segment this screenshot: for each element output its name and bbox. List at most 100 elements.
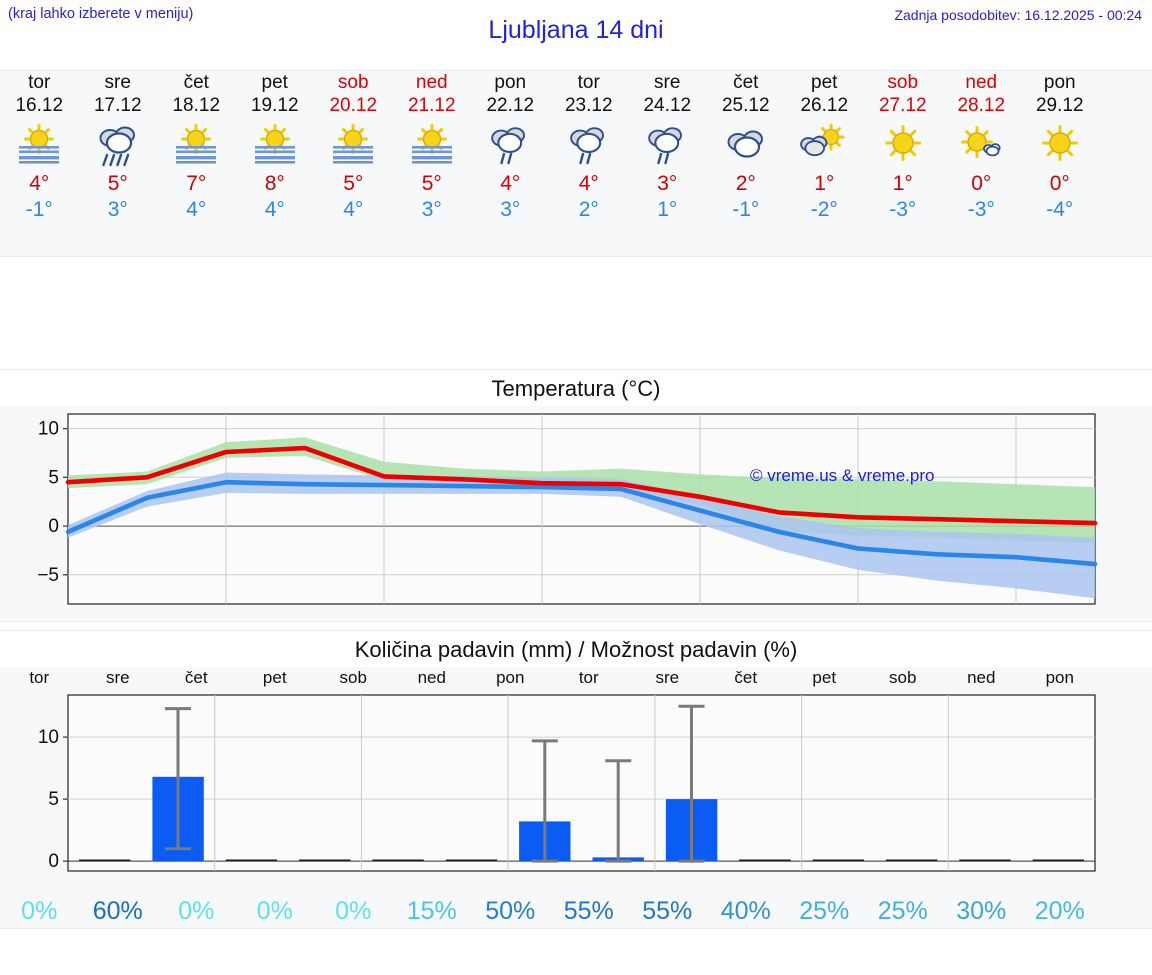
weather-icon-wrap [550, 119, 629, 171]
forecast-day-7[interactable]: pon 22.12 4° 3° [471, 71, 550, 223]
temperature-panel: Temperatura (°C) 10 5 0 −5 © vreme.us & vre… [0, 369, 1152, 622]
precip-chart-title: Količina padavin (mm) / Možnost padavin … [0, 631, 1152, 667]
min-temperature: 3° [500, 198, 521, 221]
precipitation-panel: Količina padavin (mm) / Možnost padavin … [0, 630, 1152, 929]
forecast-day-8[interactable]: tor 23.12 4° 2° [550, 71, 629, 223]
day-date: 27.12 [878, 95, 927, 116]
forecast-day-4[interactable]: pet 19.12 8° 4° [236, 71, 315, 223]
precip-probability-6: 15% [406, 897, 457, 925]
day-of-week: pet [811, 72, 838, 93]
precip-day-label-3: čet [184, 668, 208, 687]
forecast-day-5[interactable]: sob 20.12 5° 4° [314, 71, 393, 223]
forecast-day-list: tor 16.12 4° -1° sre 17.12 5° 3° čet 18.12 7° 4° pet… [0, 71, 1152, 223]
weather-icon-wrap [79, 119, 158, 171]
max-temperature: 5° [107, 172, 128, 195]
svg-text:5: 5 [48, 789, 59, 810]
max-temperature: 5° [421, 172, 442, 195]
sun-fog-icon [254, 123, 295, 164]
svg-text:−5: −5 [37, 565, 59, 586]
day-date: 25.12 [721, 95, 770, 116]
sun-fog-icon [176, 123, 217, 164]
min-temperature: -1° [732, 198, 760, 221]
weather-icon-wrap [628, 119, 707, 171]
precip-day-label-8: tor [578, 668, 599, 687]
svg-text:10: 10 [38, 727, 59, 748]
max-temperature: 0° [1049, 172, 1070, 195]
day-of-week: ned [415, 72, 448, 93]
min-temperature: 3° [421, 198, 442, 221]
sun-fog-icon [333, 123, 374, 164]
precip-probability-12: 25% [877, 897, 928, 925]
day-of-week: pet [261, 72, 288, 93]
day-date: 26.12 [800, 95, 849, 116]
precip-day-label-9: sre [655, 668, 680, 687]
precip-probability-1: 0% [21, 897, 58, 925]
max-temperature: 1° [892, 172, 913, 195]
forecast-day-6[interactable]: ned 21.12 5° 3° [393, 71, 472, 223]
forecast-day-2[interactable]: sre 17.12 5° 3° [79, 71, 158, 223]
max-temperature: 5° [343, 172, 364, 195]
precip-probability-labels: 0% 60% 0% 0% 0% 15% 50% 55% 55% 40% 25% 25% 30% 20% [0, 894, 1152, 928]
day-of-week: sre [104, 72, 131, 93]
precip-probability-7: 50% [485, 897, 536, 925]
day-date: 23.12 [564, 95, 613, 116]
precip-day-label-6: ned [417, 668, 446, 687]
min-temperature: 4° [264, 198, 285, 221]
last-updated: Zadnja posodobitev: 16.12.2025 - 00:24 [894, 7, 1142, 23]
precip-day-label-13: ned [967, 668, 996, 687]
min-temperature: -3° [967, 198, 995, 221]
min-temperature: -3° [889, 198, 917, 221]
precip-probability-3: 0% [178, 897, 215, 925]
temperature-chart-title: Temperatura (°C) [0, 370, 1152, 406]
forecast-day-14[interactable]: pon 29.12 0° -4° [1021, 71, 1100, 223]
day-of-week: sob [337, 72, 369, 93]
precipitation-plot: 10 5 0 [38, 694, 1096, 872]
day-of-week: tor [28, 72, 51, 93]
copyright-label: © vreme.us & vreme.pro [750, 466, 935, 485]
day-of-week: sob [887, 72, 919, 93]
min-temperature: -2° [810, 198, 838, 221]
max-temperature: 1° [814, 172, 835, 195]
precip-probability-5: 0% [335, 897, 372, 925]
page-title: Ljubljana 14 dni [488, 16, 664, 44]
forecast-strip: tor 16.12 4° -1° sre 17.12 5° 3° čet 18.12 7° 4° pet… [0, 70, 1152, 257]
forecast-day-10[interactable]: čet 25.12 2° -1° [707, 71, 786, 223]
precip-day-label-2: sre [105, 668, 130, 687]
precip-day-label-7: pon [496, 668, 525, 687]
day-of-week: čet [733, 72, 759, 93]
forecast-day-1[interactable]: tor 16.12 4° -1° [0, 71, 79, 223]
day-date: 22.12 [486, 95, 535, 116]
precip-probability-2: 60% [92, 897, 143, 925]
precip-probability-4: 0% [256, 897, 293, 925]
sun-icon [884, 124, 921, 162]
forecast-day-9[interactable]: sre 24.12 3° 1° [628, 71, 707, 223]
day-date: 16.12 [15, 95, 64, 116]
day-date: 17.12 [93, 95, 142, 116]
day-date: 18.12 [172, 95, 221, 116]
min-temperature: 4° [186, 198, 207, 221]
min-temperature: 4° [343, 198, 364, 221]
gap-spacer [0, 257, 1152, 369]
forecast-day-3[interactable]: čet 18.12 7° 4° [157, 71, 236, 223]
weather-icon-wrap [471, 119, 550, 171]
precip-day-label-5: sob [339, 668, 367, 687]
weather-icon-wrap [314, 119, 393, 171]
svg-text:0: 0 [48, 851, 59, 872]
svg-text:0: 0 [48, 516, 59, 537]
precip-day-label-12: sob [889, 668, 917, 687]
precip-probability-8: 55% [563, 897, 614, 925]
forecast-day-12[interactable]: sob 27.12 1° -3° [864, 71, 943, 223]
forecast-day-11[interactable]: pet 26.12 1° -2° [785, 71, 864, 223]
day-date: 28.12 [957, 95, 1006, 116]
precip-day-labels: tor sre čet pet sob ned pon tor sre čet pet sob ned p… [0, 667, 1152, 689]
precip-day-label-4: pet [262, 668, 287, 687]
min-temperature: -4° [1046, 198, 1074, 221]
sun-icon [1041, 124, 1078, 162]
precip-day-label-10: čet [734, 668, 758, 687]
max-temperature: 2° [735, 172, 756, 195]
forecast-day-13[interactable]: ned 28.12 0° -3° [942, 71, 1021, 223]
precip-probability-14: 20% [1034, 897, 1085, 925]
temperature-plot: 10 5 0 −5 [37, 413, 1098, 605]
min-temperature: 2° [578, 198, 599, 221]
cloud-drizzle-icon [648, 127, 683, 165]
